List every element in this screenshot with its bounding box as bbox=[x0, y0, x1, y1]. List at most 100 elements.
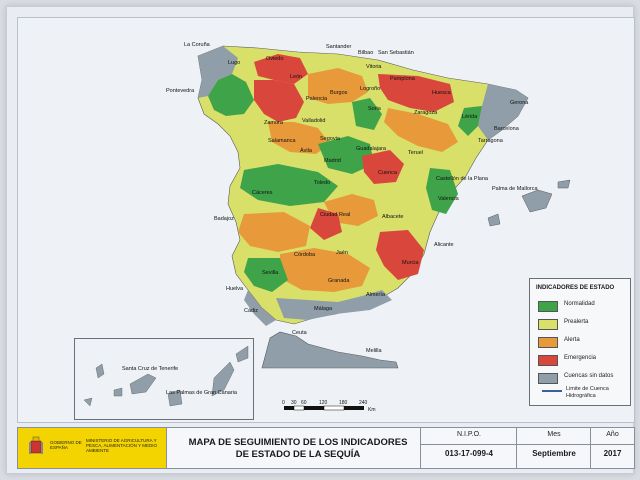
region-duero-orange bbox=[268, 122, 330, 154]
region-segura-red bbox=[376, 230, 424, 280]
city-albacete: Albacete bbox=[382, 214, 403, 220]
legend-boundary-label: Limite de Cuenca Hidrográfica bbox=[566, 386, 609, 399]
city-cordoba: Córdoba bbox=[294, 252, 316, 258]
city-huelva: Huelva bbox=[226, 286, 244, 292]
legend-label-alerta: Alerta bbox=[564, 337, 580, 343]
island-gran-canaria bbox=[167, 389, 183, 407]
north-africa-ceuta bbox=[261, 331, 399, 369]
mes-cell: Mes Septiembre bbox=[516, 428, 591, 468]
legend-swatch-alerta bbox=[538, 337, 558, 348]
island-gomera bbox=[113, 387, 123, 397]
scale-bar: 0 30 60 120 180 240 Km bbox=[282, 400, 376, 413]
region-catalonia-green bbox=[458, 106, 482, 136]
nipo-label: N.I.P.O. bbox=[457, 431, 481, 438]
legend-label-sin-datos: Cuencas sin datos bbox=[564, 373, 614, 379]
city-madrid: Madrid bbox=[324, 158, 341, 164]
map-sheet: La Coruña Lugo Pontevedra Oviedo Santand… bbox=[6, 6, 635, 474]
ano-value: 2017 bbox=[603, 449, 622, 458]
city-palma: Palma de Mallorca bbox=[492, 186, 538, 192]
canary-islands-inset bbox=[74, 338, 254, 420]
region-cuenca-red bbox=[362, 150, 404, 184]
scale-tick-0: 0 bbox=[282, 400, 285, 406]
city-guadalajara: Guadalajara bbox=[356, 146, 387, 152]
map-title-line2: DE ESTADO DE LA SEQUÍA bbox=[235, 449, 361, 460]
city-pontevedra: Pontevedra bbox=[166, 88, 195, 94]
region-guadiana-orange bbox=[238, 212, 310, 252]
map-title-line1: MAPA DE SEGUIMIENTO DE LOS INDICADORES bbox=[188, 437, 408, 448]
region-ebro-green bbox=[352, 98, 382, 130]
island-menorca bbox=[557, 179, 571, 189]
city-gerona: Gerona bbox=[510, 100, 529, 106]
region-castilla-red bbox=[254, 80, 304, 122]
region-guadiana-red bbox=[310, 208, 342, 240]
city-tarragona: Tarragona bbox=[478, 138, 504, 144]
city-zamora: Zamora bbox=[264, 120, 284, 126]
region-cadiz-gray bbox=[244, 290, 276, 326]
scale-unit: Km bbox=[368, 407, 376, 413]
nipo-cell: N.I.P.O. 013-17-099-4 bbox=[420, 428, 517, 468]
nipo-value: 013-17-099-4 bbox=[444, 449, 494, 458]
legend-item-alerta: Alerta bbox=[538, 337, 628, 348]
ano-label: Año bbox=[606, 431, 619, 438]
mes-divider bbox=[517, 444, 591, 445]
legend-item-prealerta: Prealerta bbox=[538, 319, 628, 330]
city-la-coruna: La Coruña bbox=[184, 42, 211, 48]
city-alicante: Alicante bbox=[434, 242, 454, 248]
city-murcia: Murcia bbox=[402, 260, 419, 266]
city-soria: Soria bbox=[368, 106, 382, 112]
spain-drought-map: La Coruña Lugo Pontevedra Oviedo Santand… bbox=[83, 42, 571, 407]
island-tenerife bbox=[129, 373, 157, 395]
island-hierro bbox=[83, 397, 93, 407]
city-salamanca: Salamanca bbox=[268, 138, 296, 144]
legend-label-emergencia: Emergencia bbox=[564, 355, 597, 361]
city-barcelona: Barcelona bbox=[494, 126, 520, 132]
legend-swatch-sin-datos bbox=[538, 373, 558, 384]
legend-label-prealerta: Prealerta bbox=[564, 319, 589, 325]
region-nw-green bbox=[208, 74, 254, 116]
logo-gov-text: GOBIERNO DE ESPAÑA bbox=[50, 440, 82, 450]
city-bilbao: Bilbao bbox=[358, 50, 373, 56]
legend-swatch-prealerta bbox=[538, 319, 558, 330]
legend: INDICADORES DE ESTADO Normalidad Prealer… bbox=[529, 278, 631, 406]
mes-value: Septiembre bbox=[532, 449, 576, 458]
city-toledo: Toledo bbox=[314, 180, 330, 186]
scale-tick-60: 60 bbox=[301, 400, 307, 406]
legend-boundary-line bbox=[542, 390, 562, 392]
legend-item-normalidad: Normalidad bbox=[538, 301, 628, 312]
region-guadalquivir-orange bbox=[280, 248, 370, 292]
city-vitoria: Vitoria bbox=[366, 64, 382, 70]
city-melilla: Melilla bbox=[366, 348, 383, 354]
island-la-palma bbox=[95, 363, 105, 379]
city-lugo: Lugo bbox=[228, 60, 240, 66]
mes-label: Mes bbox=[547, 431, 561, 438]
scale-tick-120: 120 bbox=[319, 400, 328, 406]
city-almeria: Almería bbox=[366, 292, 386, 298]
city-leon: León bbox=[290, 74, 302, 80]
city-pamplona: Pamplona bbox=[390, 76, 416, 82]
city-badajoz: Badajoz bbox=[214, 216, 234, 222]
city-cuenca: Cuenca bbox=[378, 170, 398, 176]
city-castellon: Castellón de la Plana bbox=[436, 176, 489, 182]
city-avila: Ávila bbox=[300, 147, 313, 154]
city-valencia: Valencia bbox=[438, 196, 460, 202]
region-north-orange bbox=[308, 68, 368, 104]
city-palencia: Palencia bbox=[306, 96, 328, 102]
city-burgos: Burgos bbox=[330, 90, 348, 96]
region-tajo-green bbox=[240, 164, 338, 206]
city-oviedo: Oviedo bbox=[266, 56, 283, 62]
region-catalonia-gray bbox=[478, 84, 528, 140]
ano-divider bbox=[591, 444, 634, 445]
city-logrono: Logroño bbox=[360, 86, 380, 92]
scale-tick-180: 180 bbox=[339, 400, 348, 406]
city-caceres: Cáceres bbox=[252, 190, 273, 196]
city-ceuta: Ceuta bbox=[292, 330, 308, 336]
city-san-sebastian: San Sebastián bbox=[378, 50, 414, 56]
legend-title: INDICADORES DE ESTADO bbox=[536, 285, 615, 291]
coat-of-arms-icon bbox=[29, 436, 43, 454]
city-santa-cruz: Santa Cruz de Tenerife bbox=[122, 366, 178, 372]
region-cantabria-red bbox=[254, 54, 308, 84]
region-navarra-red bbox=[378, 74, 454, 112]
nipo-divider bbox=[421, 444, 517, 445]
legend-swatch-normalidad bbox=[538, 301, 558, 312]
ano-cell: Año 2017 bbox=[590, 428, 634, 468]
